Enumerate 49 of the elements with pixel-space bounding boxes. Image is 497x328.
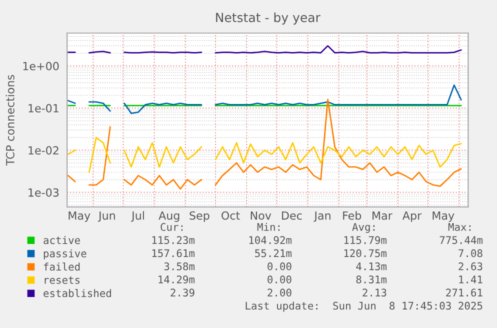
x-tick-label: May xyxy=(432,211,454,222)
text: 775.44m xyxy=(440,236,483,244)
legend-label: established xyxy=(44,289,111,298)
x-tick-label: Jan xyxy=(314,211,330,222)
text: 14.29m xyxy=(158,276,195,284)
legend-label: resets xyxy=(44,276,80,284)
text: 157.61m xyxy=(152,249,195,258)
text: 115.23m xyxy=(152,236,195,244)
text: Min: xyxy=(257,222,280,231)
text: 2.63 xyxy=(458,262,482,270)
text: 115.79m xyxy=(344,236,387,244)
text: 1.41 xyxy=(459,276,482,284)
x-tick-label: Mar xyxy=(372,211,392,220)
text: Last update: Sun Jun 8 17:45:03 2025 xyxy=(246,302,482,312)
text: 2.39 xyxy=(170,288,194,297)
text: Avg: xyxy=(352,223,375,233)
y-tick-label: 1e-03 xyxy=(28,188,59,197)
x-tick-label: Jul xyxy=(131,211,144,222)
text: 8.31m xyxy=(356,276,387,284)
text: 120.75m xyxy=(344,249,387,258)
y-tick-label: 1e+00 xyxy=(23,62,59,70)
x-tick-label: Aug xyxy=(158,211,180,222)
text: 0.00 xyxy=(268,276,292,284)
text: 271.61 xyxy=(446,288,482,297)
x-tick-label: Sep xyxy=(190,211,210,222)
text: 55.21m xyxy=(255,249,292,258)
x-tick-label: Apr xyxy=(402,211,422,222)
text: 4.13m xyxy=(356,262,387,270)
x-tick-label: Feb xyxy=(343,211,362,220)
x-tick-label: Dec xyxy=(282,211,302,220)
chart-title: Netstat - by year xyxy=(216,12,320,25)
text: 104.92m xyxy=(249,236,292,244)
text: 2.00 xyxy=(268,288,292,297)
text: 7.08 xyxy=(458,249,482,258)
x-tick-label: Oct xyxy=(222,211,240,220)
y-tick-label: 1e-01 xyxy=(28,104,58,112)
text: Cur: xyxy=(160,223,183,231)
x-tick-label: Jun xyxy=(98,211,115,222)
legend-label: passive xyxy=(44,249,86,260)
legend-label: active xyxy=(44,236,80,244)
text: 2.13 xyxy=(362,288,386,297)
text: 3.58m xyxy=(164,262,195,270)
legend-label: failed xyxy=(44,262,80,271)
text: 0.00 xyxy=(268,262,292,270)
y-tick-label: 1e-02 xyxy=(28,146,58,155)
x-tick-label: Nov xyxy=(250,211,272,220)
y-axis-title: TCP connections xyxy=(6,75,14,166)
text: Max: xyxy=(448,223,471,231)
x-tick-label: May xyxy=(68,211,90,222)
